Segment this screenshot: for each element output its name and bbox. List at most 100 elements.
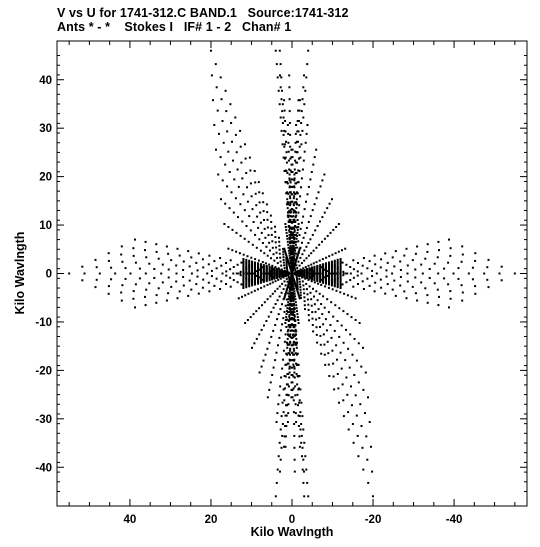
uv-point xyxy=(246,186,248,189)
uv-point xyxy=(285,275,288,278)
uv-point xyxy=(386,283,389,286)
uv-point xyxy=(433,262,436,265)
uv-point xyxy=(306,277,309,279)
uv-point xyxy=(274,230,277,233)
uv-point xyxy=(295,286,298,289)
uv-point xyxy=(416,299,419,302)
uv-point xyxy=(248,275,251,278)
uv-point xyxy=(316,225,319,227)
uv-point xyxy=(282,358,284,361)
uv-point xyxy=(299,288,302,291)
uv-point xyxy=(332,375,335,378)
uv-point xyxy=(245,281,248,284)
uv-point xyxy=(289,266,291,269)
uv-point xyxy=(362,288,365,290)
uv-point xyxy=(287,320,290,322)
uv-point xyxy=(289,303,291,305)
uv-point xyxy=(176,247,179,250)
uv-point xyxy=(144,240,147,243)
uv-point xyxy=(187,294,190,297)
uv-point xyxy=(210,275,213,278)
uv-point xyxy=(366,267,369,270)
uv-point xyxy=(330,268,333,271)
uv-point xyxy=(292,203,295,206)
uv-point xyxy=(289,157,292,160)
uv-point xyxy=(362,388,365,391)
uv-point xyxy=(293,263,296,266)
uv-point xyxy=(250,256,253,259)
uv-point xyxy=(281,323,284,326)
uv-point xyxy=(254,270,256,272)
uv-point xyxy=(297,363,300,366)
uv-point xyxy=(339,285,342,288)
uv-point xyxy=(294,192,297,195)
uv-point xyxy=(245,275,248,278)
uv-point xyxy=(295,353,298,356)
uv-point xyxy=(302,215,305,218)
uv-point xyxy=(248,269,251,272)
uv-point xyxy=(246,319,249,321)
uv-point xyxy=(336,260,339,263)
uv-point xyxy=(274,303,277,305)
uv-point xyxy=(323,353,326,356)
uv-point xyxy=(295,226,298,229)
uv-point xyxy=(250,291,253,294)
uv-point xyxy=(371,470,374,473)
uv-point xyxy=(308,277,311,280)
uv-point xyxy=(256,288,259,291)
uv-point xyxy=(286,258,289,261)
uv-point xyxy=(278,441,281,444)
uv-point xyxy=(345,263,348,266)
uv-point xyxy=(285,383,288,386)
uv-point xyxy=(277,267,280,270)
uv-point xyxy=(264,272,266,275)
uv-point xyxy=(325,278,327,281)
uv-point xyxy=(295,285,297,288)
uv-point xyxy=(134,261,137,264)
uv-point xyxy=(313,203,316,206)
uv-point xyxy=(292,264,295,267)
uv-point xyxy=(325,281,327,284)
uv-point xyxy=(256,270,258,273)
uv-point xyxy=(322,295,325,298)
uv-point xyxy=(284,414,287,417)
uv-point xyxy=(285,298,288,301)
uv-point xyxy=(196,269,199,272)
uv-point xyxy=(190,256,193,259)
uv-point xyxy=(288,292,291,295)
uv-point xyxy=(305,257,308,260)
uv-point xyxy=(286,207,289,210)
uv-point xyxy=(245,280,248,283)
uv-point xyxy=(303,495,306,498)
uv-point xyxy=(278,285,281,288)
uv-point xyxy=(296,279,299,282)
uv-point xyxy=(295,337,298,340)
uv-point xyxy=(268,241,271,244)
uv-point xyxy=(333,281,336,283)
uv-point xyxy=(298,401,301,404)
uv-point xyxy=(288,210,291,213)
uv-point xyxy=(288,168,291,171)
uv-point xyxy=(328,275,330,277)
uv-point xyxy=(333,269,336,272)
uv-point xyxy=(310,171,313,173)
uv-point xyxy=(296,291,299,294)
uv-point xyxy=(286,337,289,340)
uv-point xyxy=(286,318,289,321)
uv-point xyxy=(248,266,251,269)
uv-point xyxy=(357,262,359,264)
uv-point xyxy=(257,181,260,184)
uv-point xyxy=(288,252,291,255)
uv-point xyxy=(346,272,349,275)
uv-point xyxy=(287,301,290,304)
uv-point xyxy=(437,272,440,275)
uv-point xyxy=(315,197,318,200)
uv-point xyxy=(310,263,313,266)
uv-point xyxy=(354,319,357,321)
uv-point xyxy=(294,262,297,265)
uv-point xyxy=(303,208,306,211)
uv-point xyxy=(290,234,293,237)
uv-point xyxy=(327,271,330,274)
uv-point xyxy=(284,322,287,324)
uv-point xyxy=(282,270,285,273)
